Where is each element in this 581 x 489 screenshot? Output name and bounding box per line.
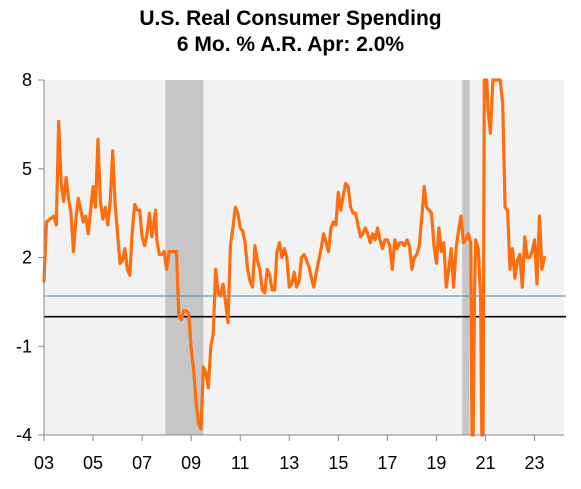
x-tick-label: 15 <box>328 453 348 473</box>
chart-subtitle: 6 Mo. % A.R. Apr: 2.0% <box>176 33 405 56</box>
y-tick-label: -1 <box>16 336 32 356</box>
x-tick-label: 03 <box>34 453 54 473</box>
x-tick-label: 07 <box>132 453 152 473</box>
x-tick-label: 19 <box>426 453 446 473</box>
recession-shade-2 <box>462 80 470 435</box>
x-tick-label: 21 <box>475 453 495 473</box>
chart-title: U.S. Real Consumer Spending <box>139 7 442 30</box>
y-tick-label: -4 <box>16 425 32 445</box>
x-tick-label: 11 <box>231 453 250 473</box>
x-tick-label: 09 <box>181 453 201 473</box>
series-line-1 <box>42 78 547 437</box>
x-tick-label: 17 <box>377 453 397 473</box>
y-tick-label: 5 <box>22 159 32 179</box>
y-tick-label: 2 <box>22 248 32 268</box>
recession-shade-1 <box>165 80 204 435</box>
x-tick-label: 13 <box>279 453 299 473</box>
y-tick-label: 8 <box>22 70 32 90</box>
x-tick-label: 23 <box>525 453 545 473</box>
x-tick-label: 05 <box>83 453 103 473</box>
